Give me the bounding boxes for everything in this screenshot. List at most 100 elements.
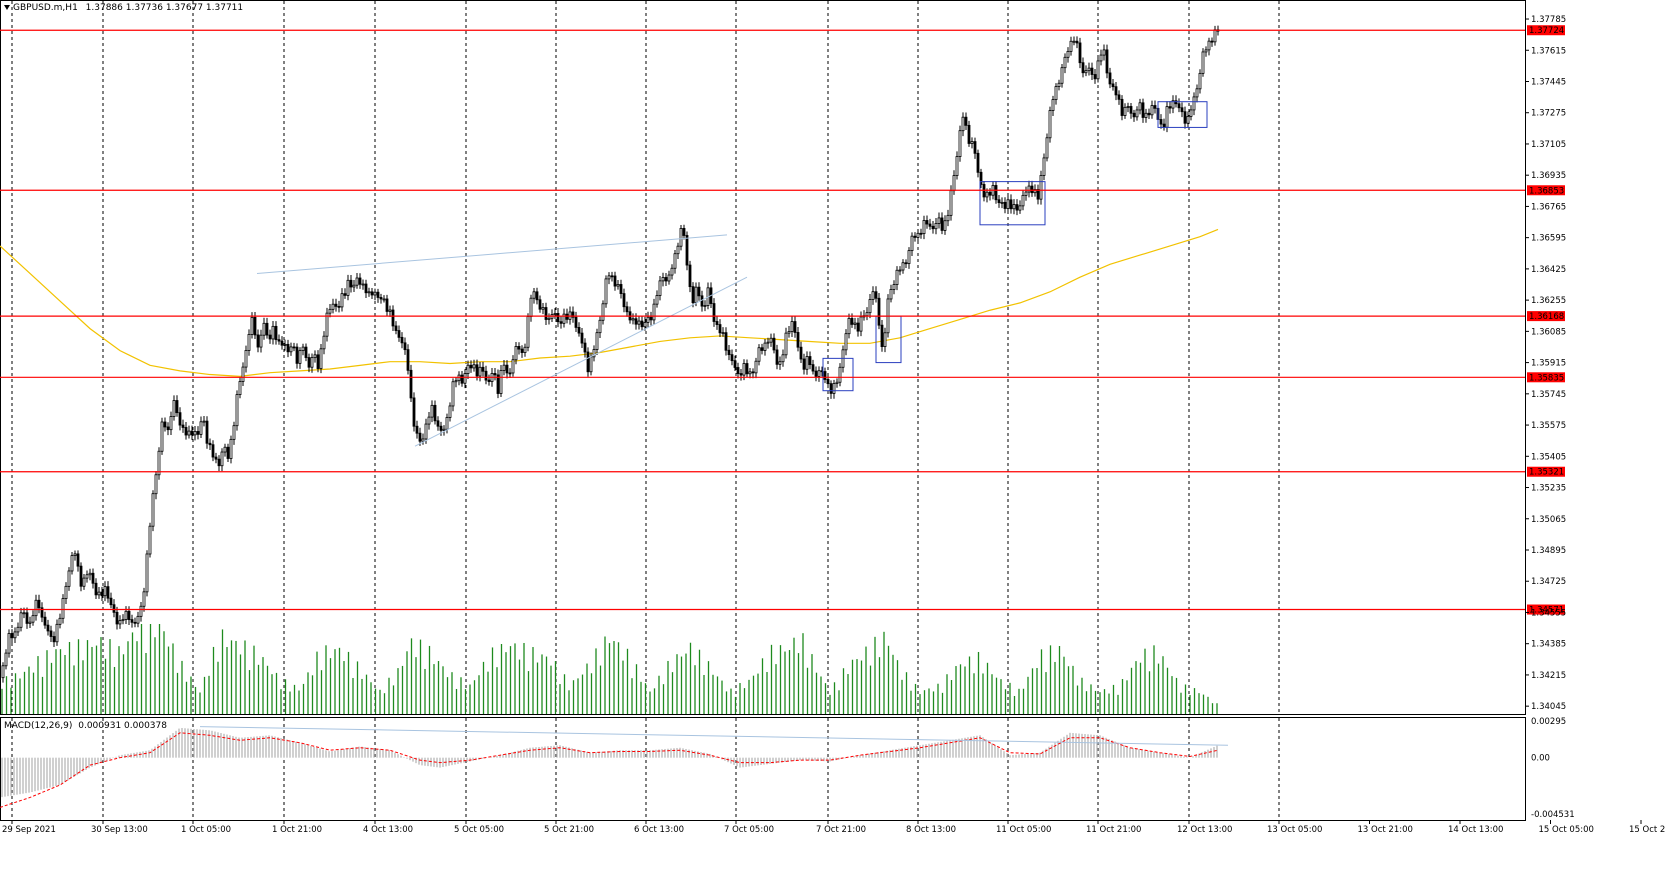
- candle-body: [1033, 189, 1037, 194]
- candle-body: [391, 309, 395, 327]
- candle-body: [997, 199, 1001, 204]
- candle-body: [22, 612, 26, 615]
- candle-body: [217, 458, 221, 467]
- candle-body: [871, 291, 875, 300]
- candle-body: [532, 291, 536, 299]
- candle-body: [373, 291, 377, 296]
- candle-body: [382, 298, 386, 301]
- candle-body: [868, 299, 872, 314]
- candle-body: [1201, 51, 1205, 74]
- time-tick-label: 15 Oct 05:00: [1539, 825, 1594, 835]
- candle-body: [142, 591, 146, 607]
- candle-body: [241, 366, 245, 382]
- candle-body: [286, 343, 290, 353]
- candle-body: [832, 383, 836, 394]
- candle-body: [694, 286, 698, 304]
- candle-body: [940, 217, 944, 231]
- candle-body: [1144, 112, 1148, 118]
- candle-body: [1123, 106, 1127, 116]
- candle-body: [931, 225, 935, 230]
- candle-body: [271, 325, 275, 340]
- candle-body: [460, 374, 464, 384]
- candle-body: [358, 277, 362, 285]
- candle-body: [451, 381, 455, 407]
- candle-body: [904, 262, 908, 265]
- candle-body: [877, 297, 881, 326]
- candle-body: [151, 493, 155, 527]
- time-tick-label: 11 Oct 05:00: [996, 825, 1051, 835]
- candle-body: [1198, 72, 1202, 90]
- candle-body: [1000, 201, 1004, 204]
- macd-trendline: [199, 726, 1229, 746]
- candle-body: [961, 116, 965, 132]
- price-tick-label: 1.35065: [1531, 515, 1566, 525]
- candle-body: [1093, 74, 1097, 80]
- candle-body: [52, 636, 56, 643]
- candle-body: [937, 217, 941, 224]
- candle-body: [883, 332, 887, 347]
- candle-body: [412, 397, 416, 427]
- candle-body: [100, 591, 104, 597]
- candle-body: [775, 349, 779, 365]
- candle-body: [94, 582, 98, 596]
- candle-body: [505, 364, 509, 374]
- price-tick-label: 1.34725: [1531, 577, 1566, 587]
- candle-body: [817, 370, 821, 377]
- candle-body: [277, 339, 281, 342]
- time-tick-label: 5 Oct 05:00: [454, 825, 504, 835]
- candle-body: [187, 430, 191, 436]
- candle-body: [919, 232, 923, 235]
- candle-body: [466, 364, 470, 374]
- candle-body: [790, 321, 794, 332]
- candle-body: [1213, 29, 1217, 43]
- candle-body: [124, 610, 128, 620]
- candle-body: [259, 334, 263, 348]
- candle-body: [556, 313, 560, 323]
- candle-body: [175, 400, 179, 414]
- candle-body: [1039, 175, 1043, 200]
- candle-body: [25, 612, 29, 624]
- candle-body: [583, 342, 587, 353]
- candle-body: [229, 438, 233, 459]
- level-label-bg: [1527, 466, 1565, 477]
- candle-body: [895, 269, 899, 285]
- candle-body: [1003, 201, 1007, 209]
- candle-body: [784, 332, 788, 356]
- candle-body: [592, 349, 596, 358]
- candle-body: [1210, 40, 1214, 43]
- candle-body: [1042, 157, 1046, 176]
- candle-body: [727, 349, 731, 356]
- candle-body: [472, 364, 476, 369]
- candle-body: [1081, 62, 1085, 74]
- time-tick-label: 1 Oct 05:00: [181, 825, 231, 835]
- candle-body: [958, 130, 962, 157]
- candle-body: [169, 416, 173, 431]
- dropdown-triangle-icon[interactable]: [4, 5, 10, 10]
- candle-body: [838, 366, 842, 383]
- candle-body: [964, 116, 968, 126]
- level-label-bg: [1527, 372, 1565, 383]
- candle-body: [331, 303, 335, 310]
- candle-body: [1171, 100, 1175, 109]
- candle-body: [145, 553, 149, 593]
- candle-body: [631, 318, 635, 321]
- candle-body: [970, 141, 974, 144]
- price-tick-label: 1.37105: [1531, 140, 1566, 150]
- candle-body: [769, 337, 773, 343]
- candle-body: [136, 615, 140, 624]
- candle-body: [304, 346, 308, 358]
- candle-body: [670, 267, 674, 276]
- candle-body: [325, 312, 329, 337]
- candle-body: [55, 623, 59, 643]
- ohlc-values: 1.37886 1.37736 1.37677 1.37711: [85, 3, 244, 13]
- price-tick-label: 1.37445: [1531, 77, 1566, 87]
- candle-body: [154, 474, 158, 495]
- price-tick-label: 1.36085: [1531, 327, 1566, 337]
- candle-body: [226, 446, 230, 459]
- candle-body: [715, 321, 719, 325]
- candle-body: [949, 190, 953, 216]
- candle-body: [772, 337, 776, 351]
- candle-body: [253, 316, 257, 336]
- candle-body: [607, 275, 611, 280]
